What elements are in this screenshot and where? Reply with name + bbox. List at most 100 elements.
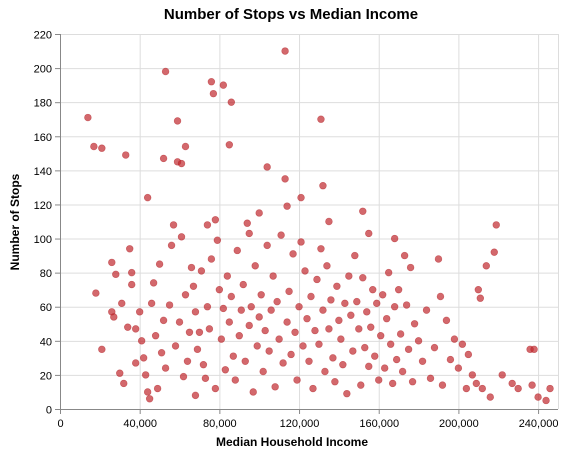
data-point (482, 262, 490, 270)
y-tick-label: 120 (34, 200, 52, 212)
data-point (245, 321, 253, 330)
data-point (185, 328, 194, 336)
y-tick-label: 0 (46, 405, 52, 417)
data-point (171, 342, 180, 350)
data-point (446, 355, 455, 364)
data-point (128, 268, 136, 277)
data-point (227, 292, 236, 301)
data-point (379, 291, 387, 299)
data-point (363, 308, 371, 316)
data-point (325, 325, 333, 333)
data-point (219, 304, 228, 313)
data-point (398, 367, 407, 376)
data-point (189, 282, 198, 290)
x-tick-label: 160,000 (359, 418, 399, 430)
data-point (193, 345, 202, 354)
data-point (450, 335, 459, 343)
data-point (257, 291, 265, 299)
data-point (406, 263, 415, 272)
data-point (259, 367, 267, 376)
data-point (408, 378, 417, 386)
data-point (404, 345, 413, 354)
data-point (396, 330, 405, 338)
data-point (247, 303, 255, 311)
data-point (191, 391, 200, 400)
x-tick-label: 80,000 (203, 418, 237, 430)
data-point (365, 362, 373, 371)
data-point (155, 260, 164, 268)
data-point (245, 229, 253, 238)
y-tick-label: 80 (40, 268, 52, 280)
y-tick-label: 160 (34, 132, 52, 144)
data-point (177, 233, 186, 241)
data-point (353, 297, 361, 306)
data-point (301, 267, 309, 275)
grid (60, 34, 559, 410)
data-point (183, 357, 192, 365)
data-point (241, 357, 249, 365)
data-point (215, 285, 224, 294)
data-point (388, 379, 397, 388)
data-point (223, 272, 232, 280)
data-point (386, 340, 395, 348)
data-point (349, 347, 357, 355)
data-point (98, 345, 106, 354)
data-point (181, 142, 190, 151)
x-tick-label: 0 (57, 418, 63, 430)
data-point (122, 151, 130, 159)
data-point (173, 117, 182, 125)
data-point (181, 291, 190, 299)
data-point (225, 141, 234, 149)
data-point (359, 274, 367, 282)
data-point (263, 241, 271, 250)
data-point (233, 246, 241, 255)
x-tick-label: 120,000 (280, 418, 320, 430)
data-point (508, 379, 516, 388)
data-point (339, 360, 347, 369)
data-point (528, 381, 536, 389)
data-point (297, 238, 305, 246)
data-point (159, 154, 168, 163)
data-point (131, 359, 140, 367)
data-point (157, 349, 166, 357)
data-point (317, 115, 325, 123)
data-point (361, 343, 369, 352)
data-point (283, 202, 291, 210)
data-point (321, 367, 329, 376)
data-point (297, 193, 305, 202)
data-point (110, 313, 118, 321)
data-point (287, 350, 295, 359)
data-point (141, 371, 150, 379)
data-point (161, 364, 170, 372)
data-point (293, 376, 301, 384)
data-point (108, 258, 116, 267)
data-point (327, 296, 335, 304)
y-tick-label: 200 (34, 64, 52, 76)
y-tick-label: 100 (34, 234, 52, 246)
data-point (367, 323, 375, 331)
y-axis-title: Number of Stops (8, 173, 22, 270)
data-point (277, 231, 285, 239)
data-point (263, 163, 271, 171)
data-point (249, 388, 257, 396)
data-point (84, 113, 92, 122)
data-point (337, 335, 345, 343)
data-point (390, 234, 399, 243)
data-point (331, 378, 339, 386)
data-point (426, 374, 435, 383)
data-point (209, 89, 218, 98)
data-point (357, 381, 365, 389)
data-point (243, 219, 251, 227)
data-point (458, 340, 467, 348)
data-point (309, 384, 317, 393)
data-point (514, 384, 522, 393)
data-point (371, 352, 379, 360)
data-point (153, 384, 162, 393)
data-point (392, 355, 401, 364)
data-point (221, 366, 230, 374)
data-point (167, 241, 176, 250)
data-point (255, 313, 263, 321)
data-point (165, 301, 174, 309)
data-point (418, 357, 427, 365)
x-tick-label: 40,000 (123, 418, 157, 430)
